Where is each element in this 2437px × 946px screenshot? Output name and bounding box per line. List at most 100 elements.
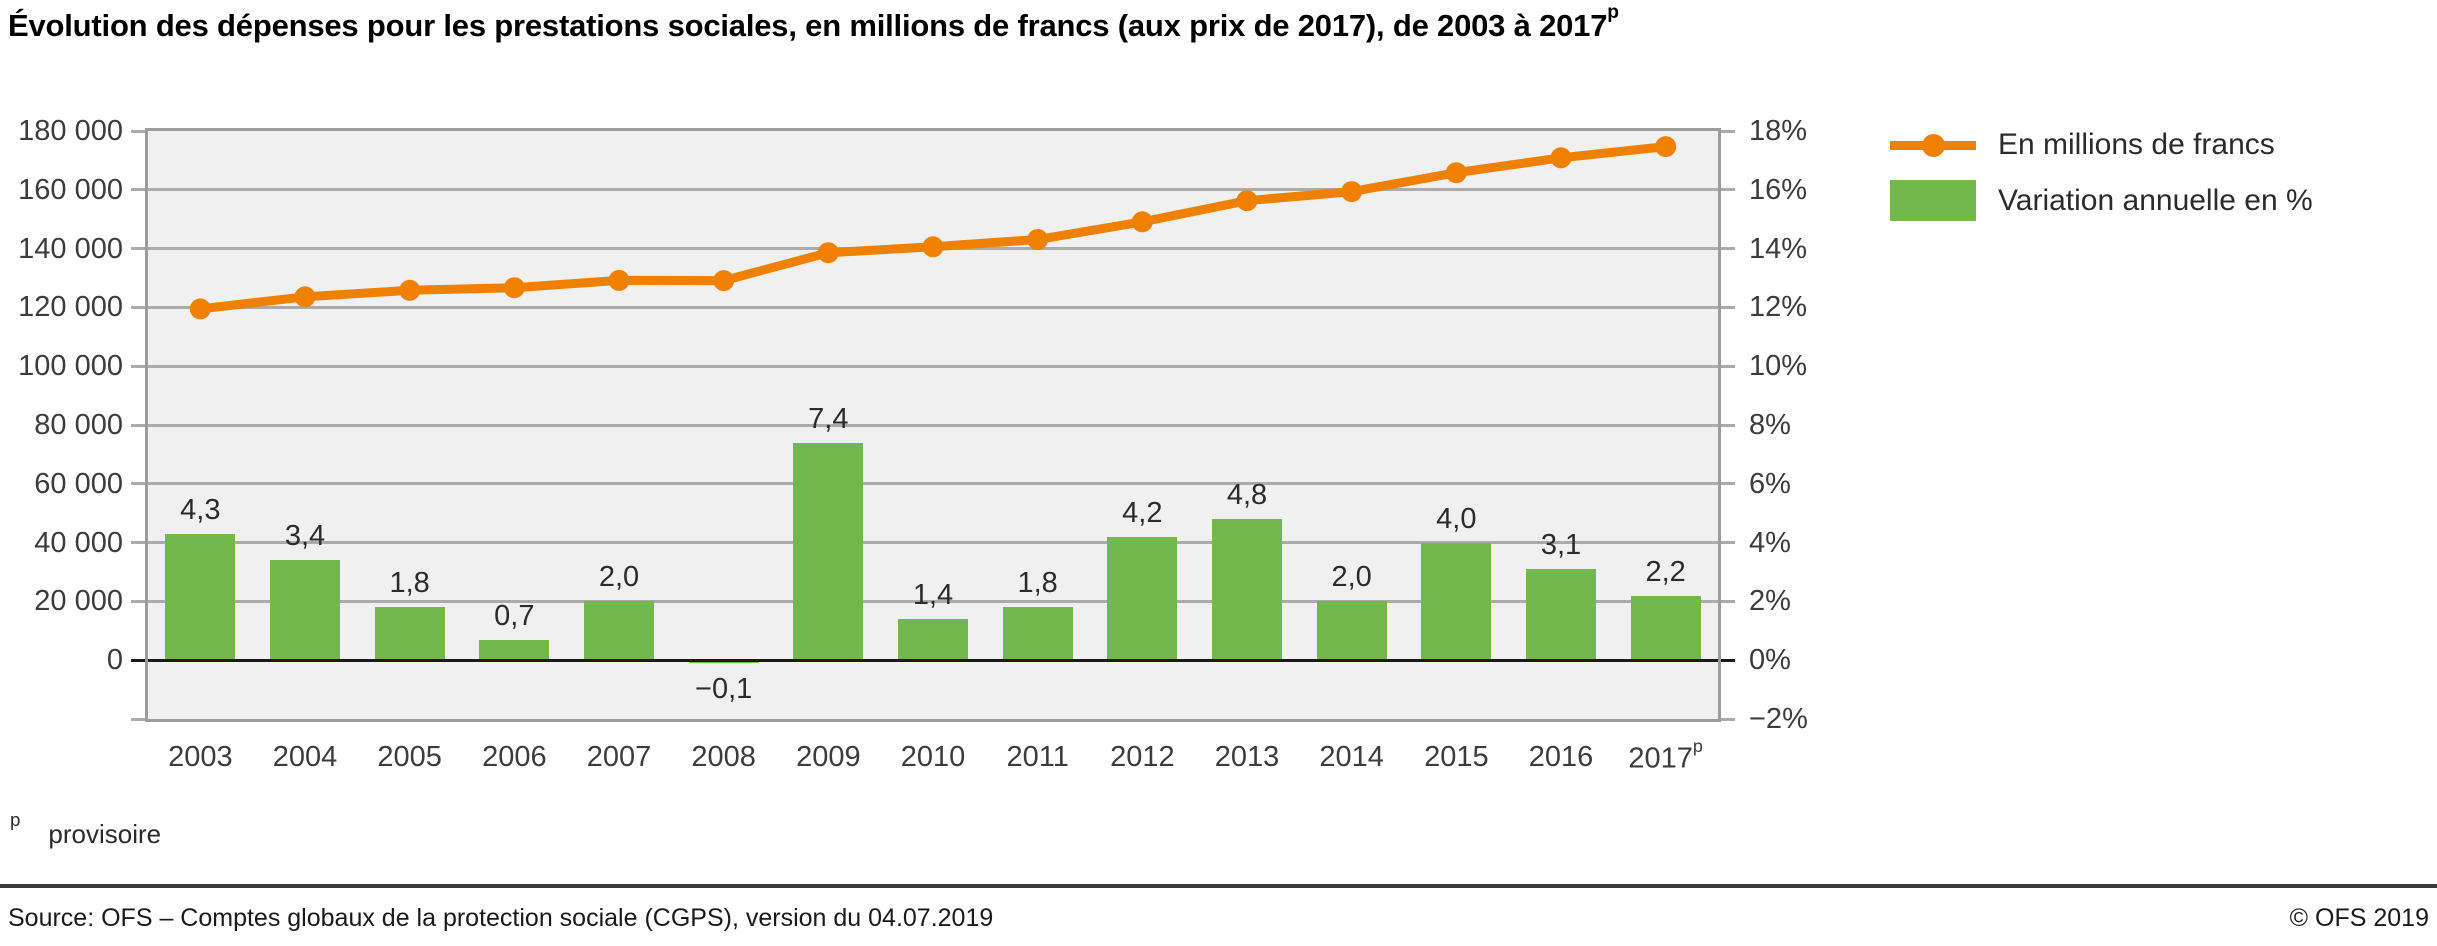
right-axis-tick <box>1721 364 1735 368</box>
bar-2006 <box>479 639 550 661</box>
left-axis-label: 20 000 <box>34 585 123 618</box>
line-marker-2008 <box>713 270 735 292</box>
footnote-marker: p <box>10 809 21 831</box>
line-marker-2017 <box>1655 136 1677 158</box>
right-axis-tick <box>1721 658 1735 662</box>
right-axis-tick <box>1721 717 1735 721</box>
bar-2010 <box>898 619 968 661</box>
left-axis-label: 60 000 <box>34 467 123 500</box>
left-axis-tick <box>131 717 145 721</box>
left-axis-label: 140 000 <box>18 232 123 265</box>
line-series-swatch-icon <box>1890 124 1976 166</box>
right-axis-label: 18% <box>1749 115 1808 147</box>
line-series-path <box>199 142 1667 314</box>
bar-value-label-2003: 4,3 <box>180 493 221 526</box>
footer-divider <box>0 884 2437 888</box>
left-axis-label: 160 000 <box>18 173 123 206</box>
footnote: p provisoire <box>10 809 162 850</box>
bar-value-label-2007: 2,0 <box>598 561 640 594</box>
right-axis-label: −2% <box>1749 703 1808 735</box>
right-axis-label: 2% <box>1749 585 1791 618</box>
left-axis-label: 0 <box>106 644 123 677</box>
bar-2015 <box>1421 542 1492 661</box>
bar-2013 <box>1212 519 1282 661</box>
bar-2011 <box>1002 607 1073 661</box>
bar-2003 <box>165 533 236 661</box>
line-marker-2014 <box>1341 181 1363 203</box>
bar-value-label-2010: 1,4 <box>912 579 954 612</box>
x-axis-label-2013: 2013 <box>1214 741 1280 773</box>
copyright-text: © OFS 2019 <box>2289 904 2429 932</box>
right-axis-label: 8% <box>1749 409 1791 441</box>
gridline <box>148 599 1718 603</box>
legend-label: Variation annuelle en % <box>1998 183 2313 217</box>
bar-value-label-2006: 0,7 <box>494 599 535 632</box>
bar-value-label-2011: 1,8 <box>1017 567 1058 600</box>
left-axis-tick <box>131 482 145 486</box>
legend-item-bar: Variation annuelle en % <box>1890 180 2313 221</box>
left-axis-label: 100 000 <box>18 350 123 383</box>
left-axis-tick <box>131 423 145 427</box>
x-axis-label-2014: 2014 <box>1319 741 1384 773</box>
bar-2014 <box>1316 601 1387 661</box>
right-axis-label: 10% <box>1749 350 1808 383</box>
left-axis-tick <box>131 541 145 545</box>
chart-title: Évolution des dépenses pour les prestati… <box>8 2 1619 44</box>
footnote-text: provisoire <box>48 818 162 849</box>
x-axis-label-2017: 2017p <box>1628 735 1703 775</box>
gridline <box>148 305 1718 309</box>
left-axis-label: 80 000 <box>34 409 123 441</box>
line-marker-2003 <box>189 298 211 320</box>
right-axis-tick <box>1721 129 1735 133</box>
bar-value-label-2008: −0,1 <box>695 673 753 706</box>
gridline <box>148 364 1718 368</box>
x-axis-label-2004: 2004 <box>272 741 338 773</box>
legend-item-line: En millions de francs <box>1890 124 2313 166</box>
bar-2005 <box>374 607 445 661</box>
x-axis-label-2016: 2016 <box>1528 741 1594 773</box>
left-axis-label: 180 000 <box>18 115 123 147</box>
source-text: Source: OFS – Comptes globaux de la prot… <box>8 904 994 932</box>
gridline <box>148 188 1718 192</box>
left-axis-tick <box>131 305 145 309</box>
x-axis-label-2015: 2015 <box>1424 741 1489 773</box>
x-axis-label-2012: 2012 <box>1110 741 1175 773</box>
x-axis-label-superscript: p <box>1692 735 1703 756</box>
right-axis-tick <box>1721 423 1735 427</box>
line-marker-2015 <box>1445 162 1467 184</box>
line-marker-2013 <box>1236 190 1258 212</box>
right-axis-label: 6% <box>1749 467 1791 500</box>
line-marker-2011 <box>1027 229 1049 250</box>
legend-label: En millions de francs <box>1998 128 2275 161</box>
right-axis-tick <box>1721 188 1735 192</box>
right-axis-label: 0% <box>1749 644 1791 677</box>
gridline <box>148 541 1718 545</box>
x-axis-label-2007: 2007 <box>586 741 652 773</box>
x-axis-label-2008: 2008 <box>691 741 756 773</box>
plot-area: 4,3 3,4 1,8 0,7 2,0 −0,1 7,4 1,4 1,8 4,2 4,8 2,0 4,0… <box>145 128 1721 722</box>
bar-value-label-2004: 3,4 <box>284 520 326 553</box>
left-axis-tick <box>131 599 145 603</box>
left-axis-label: 40 000 <box>34 526 123 559</box>
x-axis-label-2011: 2011 <box>1006 741 1069 773</box>
legend: En millions de francs Variation annuelle… <box>1890 124 2313 235</box>
bar-series-swatch-icon <box>1890 180 1976 221</box>
line-marker-2007 <box>608 269 630 291</box>
left-axis-tick <box>131 188 145 192</box>
legend-line-marker <box>1922 134 1945 157</box>
right-axis-tick <box>1721 247 1735 251</box>
gridline <box>148 423 1718 427</box>
right-axis-label: 16% <box>1749 173 1808 206</box>
x-axis-label-2009: 2009 <box>796 741 861 773</box>
right-axis-label: 12% <box>1749 291 1808 324</box>
bar-value-label-2013: 4,8 <box>1226 479 1268 512</box>
chart-title-text: Évolution des dépenses pour les prestati… <box>8 8 1608 43</box>
line-marker-2005 <box>399 279 421 301</box>
right-axis-tick <box>1721 482 1735 486</box>
line-marker-2012 <box>1131 211 1153 233</box>
right-axis-label: 14% <box>1749 232 1808 265</box>
bar-value-label-2009: 7,4 <box>808 402 849 435</box>
line-marker-2010 <box>922 236 944 258</box>
x-axis-label-2003: 2003 <box>168 741 233 773</box>
